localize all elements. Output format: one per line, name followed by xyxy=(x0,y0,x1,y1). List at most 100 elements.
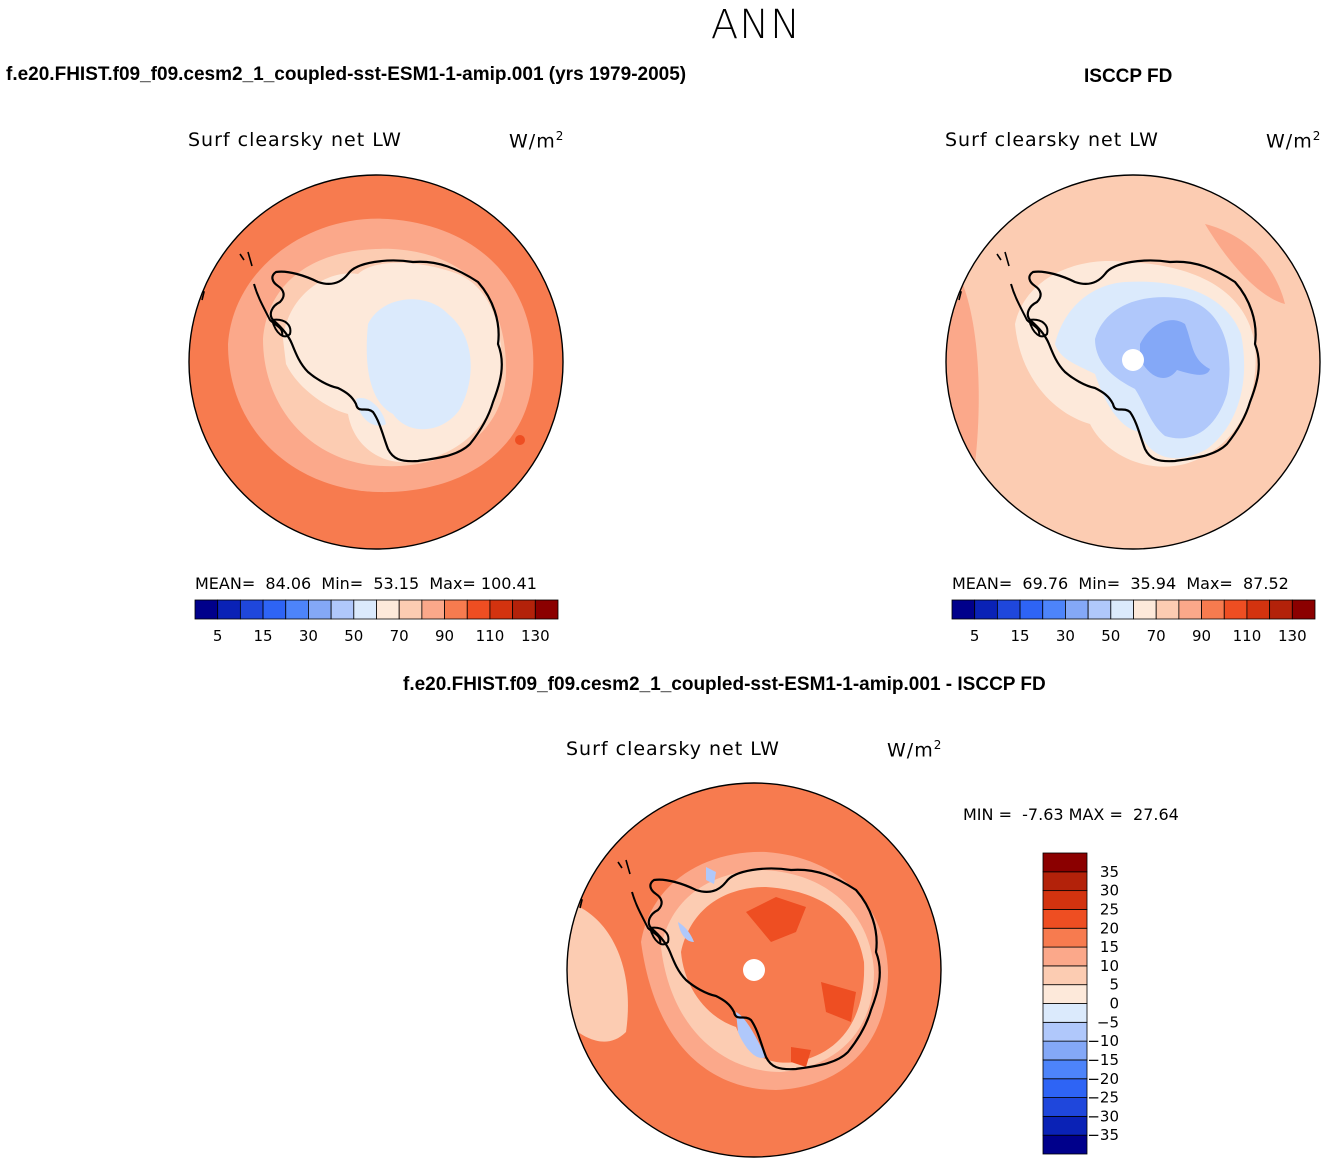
diff-colorbar-box xyxy=(1042,871,1088,892)
obs-colorbar-box xyxy=(1087,599,1112,620)
obs-colorbar-box xyxy=(1246,599,1271,620)
model-colorbar-box xyxy=(262,599,287,620)
obs-colorbar-box xyxy=(996,599,1021,620)
obs-colorbar-tick-label: 90 xyxy=(1192,627,1211,645)
obs-units-exp: 2 xyxy=(1312,129,1322,143)
model-colorbar-box xyxy=(398,599,423,620)
obs-colorbar-box xyxy=(1065,599,1089,620)
diff-colorbar-box xyxy=(1042,927,1088,948)
diff-colorbar-box xyxy=(1042,1021,1088,1042)
diff-pole-hole xyxy=(743,959,765,981)
model-peninsula xyxy=(253,283,292,338)
obs-colorbar-box xyxy=(1178,599,1202,620)
diff-units-exp: 2 xyxy=(933,738,943,752)
diff-stats: MIN = -7.63 MAX = 27.64 xyxy=(963,805,1179,824)
diff-colorbar-tick-label: −25 xyxy=(1087,1089,1119,1107)
diff-blue-shelf xyxy=(736,1012,766,1058)
diff-colorbar-box xyxy=(1042,1115,1088,1136)
model-colorbar-box xyxy=(353,599,377,620)
obs-colorbar-tick-label: 5 xyxy=(970,627,980,645)
obs-colorbar-box xyxy=(1223,599,1248,620)
obs-colorbar-tick-label: 30 xyxy=(1056,627,1075,645)
model-min-value: 53.15 xyxy=(373,574,420,593)
obs-pole-hole xyxy=(1122,349,1144,371)
model-colorbar-box xyxy=(239,599,264,620)
diff-colorbar-box xyxy=(1042,1097,1088,1117)
diff-colorbar-tick-label: 20 xyxy=(1100,919,1119,937)
obs-min-value: 35.94 xyxy=(1130,574,1177,593)
obs-variable-label: Surf clearsky net LW xyxy=(945,129,1159,151)
obs-colorbar-tick-label: 50 xyxy=(1101,627,1120,645)
obs-min-label: Min= xyxy=(1078,574,1121,593)
obs-colorbar-tick-label: 130 xyxy=(1278,627,1307,645)
model-colorbar-box xyxy=(285,599,309,620)
model-stats: MEAN= 84.06 Min= 53.15 Max= 100.41 xyxy=(195,574,537,593)
obs-colorbar-box xyxy=(1291,599,1316,620)
model-colorbar: 5 15 30 50 70 90 110 130 xyxy=(194,599,559,645)
diff-colorbar-box xyxy=(1042,1059,1088,1080)
model-colorbar-tick-label: 15 xyxy=(254,627,273,645)
model-case-title: f.e20.FHIST.f09_f09.cesm2_1_coupled-sst-… xyxy=(6,64,687,85)
diff-colorbar-tick-label: −5 xyxy=(1097,1013,1119,1031)
obs-colorbar: 5 15 30 50 70 90 110 130 xyxy=(951,599,1316,645)
obs-colorbar-box xyxy=(1019,599,1044,620)
diff-colorbar-tick-label: 30 xyxy=(1100,882,1119,900)
obs-map xyxy=(945,174,1321,550)
diff-colorbar-box xyxy=(1042,1134,1088,1155)
model-colorbar-box xyxy=(308,599,332,620)
diff-land xyxy=(681,887,865,1063)
model-units-exp: 2 xyxy=(555,129,565,143)
diff-colorbar-tick-label: 15 xyxy=(1100,938,1119,956)
model-mean-label: MEAN= xyxy=(195,574,256,593)
obs-case-title: ISCCP FD xyxy=(1084,66,1173,87)
model-hotspot xyxy=(515,435,525,445)
model-max-label: Max= xyxy=(429,574,476,593)
diff-colorbar-tick-label: 0 xyxy=(1109,995,1119,1013)
obs-units-label: W/m2 xyxy=(1266,129,1321,152)
diff-colorbar-tick-label: −15 xyxy=(1087,1051,1119,1069)
model-colorbar-box xyxy=(444,599,468,620)
model-colorbar-box xyxy=(489,599,514,620)
obs-colorbar-box xyxy=(1155,599,1180,620)
model-map-border xyxy=(188,174,564,550)
model-colorbar-box xyxy=(534,599,559,620)
diff-colorbar-tick-label: 5 xyxy=(1109,976,1119,994)
obs-colorbar-box xyxy=(1133,599,1157,620)
diff-units-label: W/m2 xyxy=(887,738,942,761)
diff-colorbar-tick-label: −30 xyxy=(1087,1107,1119,1125)
diff-colorbar-tick-label: 35 xyxy=(1100,863,1119,881)
obs-max-label: Max= xyxy=(1186,574,1233,593)
diff-colorbar-box xyxy=(1042,984,1088,1004)
model-colorbar-tick-label: 5 xyxy=(213,627,223,645)
obs-units-text: W/m xyxy=(1266,130,1313,153)
diff-colorbar-box xyxy=(1042,1003,1088,1023)
model-map xyxy=(188,174,564,550)
main-title: ANN xyxy=(710,2,802,48)
diff-map-border xyxy=(566,782,942,1158)
model-colorbar-box xyxy=(376,599,400,620)
model-units-label: W/m2 xyxy=(509,129,564,152)
diff-colorbar-tick-label: −10 xyxy=(1087,1032,1119,1050)
model-colorbar-box xyxy=(512,599,536,620)
diff-colorbar-tick-label: 25 xyxy=(1100,900,1119,918)
model-colorbar-tick-label: 30 xyxy=(299,627,318,645)
diff-colorbar-box xyxy=(1042,890,1088,910)
obs-colorbar-tick-label: 110 xyxy=(1233,627,1262,645)
model-coastline xyxy=(269,259,503,463)
model-max-value: 100.41 xyxy=(480,574,537,593)
diff-colorbar-box xyxy=(1042,1040,1088,1061)
model-colorbar-box xyxy=(421,599,445,620)
obs-max-value: 87.52 xyxy=(1243,574,1289,593)
diff-pale-west xyxy=(567,902,628,1042)
obs-colorbar-box xyxy=(1269,599,1293,620)
diff-colorbar-tick-label: −35 xyxy=(1087,1126,1119,1144)
obs-map-border xyxy=(945,174,1321,550)
obs-colorbar-box xyxy=(1042,599,1066,620)
obs-coastline xyxy=(1026,259,1260,463)
obs-core xyxy=(1140,320,1210,378)
diff-strong xyxy=(746,897,856,1067)
obs-peninsula xyxy=(1010,283,1049,338)
diff-min-label: MIN = xyxy=(963,805,1012,824)
model-min-label: Min= xyxy=(321,574,364,593)
